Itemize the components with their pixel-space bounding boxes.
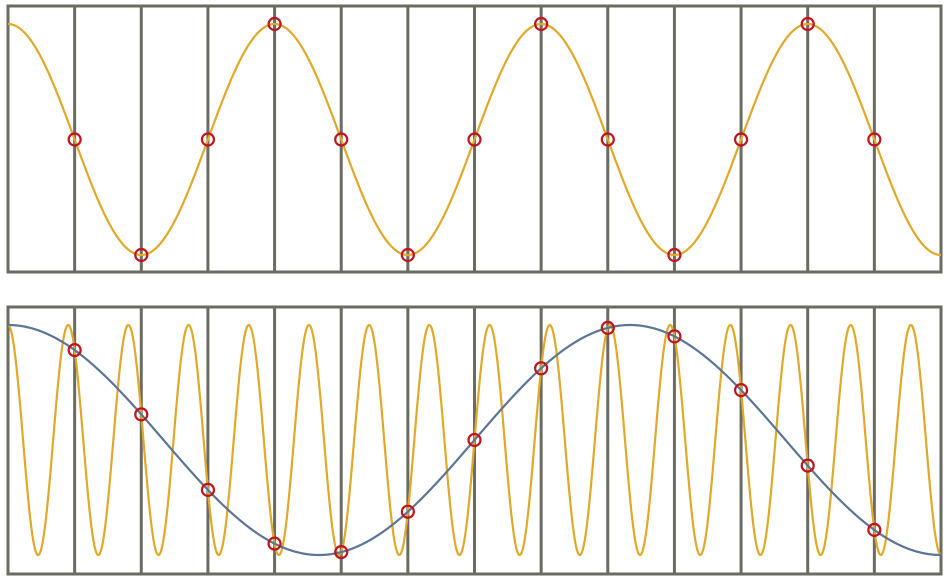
sample-point [334, 132, 349, 147]
sample-point [667, 247, 682, 263]
sample-point [400, 504, 415, 519]
sample-point [400, 247, 415, 263]
sample-point [134, 247, 149, 263]
sample-point [534, 16, 549, 32]
sample-point [733, 132, 749, 147]
sample-point [134, 407, 149, 422]
sample-point [600, 320, 615, 335]
sample-point [600, 132, 615, 147]
sample-point [800, 458, 815, 473]
sample-point [267, 536, 282, 551]
sample-point [867, 132, 882, 147]
sample-point [200, 132, 216, 147]
sample-point [200, 482, 216, 497]
signal-curve [7, 22, 942, 257]
sample-point [67, 132, 82, 147]
sample-point [534, 361, 549, 376]
sample-point [67, 342, 82, 358]
sample-point [800, 16, 815, 32]
sample-point [267, 16, 282, 32]
sample-point [733, 383, 749, 398]
sample-point [467, 432, 482, 448]
panel-undersampling-aliasing [6, 305, 943, 576]
sample-point [334, 545, 349, 560]
sample-point [467, 132, 482, 147]
panel-adequate-sampling [6, 4, 943, 274]
sample-point [867, 522, 882, 538]
sample-point [667, 329, 682, 344]
alias-curve [8, 323, 941, 557]
